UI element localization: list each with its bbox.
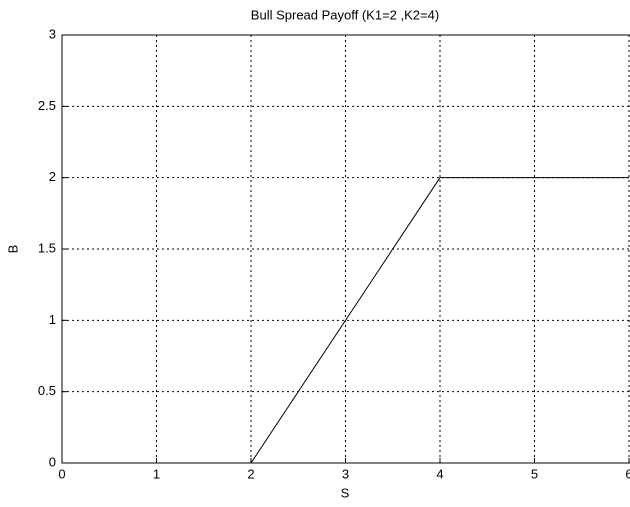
y-tick-label: 0 (49, 454, 56, 469)
chart-title: Bull Spread Payoff (K1=2 ,K2=4) (251, 7, 439, 22)
y-tick-label: 3 (49, 26, 56, 41)
x-tick-label: 1 (153, 466, 160, 481)
y-tick-label: 1.5 (38, 240, 56, 255)
x-tick-label: 4 (436, 466, 443, 481)
x-tick-label: 5 (531, 466, 538, 481)
x-tick-label: 6 (625, 466, 630, 481)
y-tick-label: 1 (49, 312, 56, 327)
y-tick-label: 2.5 (38, 98, 56, 113)
x-tick-label: 0 (58, 466, 65, 481)
x-axis-label: S (341, 485, 350, 500)
x-tick-label: 3 (342, 466, 349, 481)
y-tick-label: 0.5 (38, 383, 56, 398)
y-tick-label: 2 (49, 169, 56, 184)
data-line (62, 177, 629, 464)
x-tick-label: 2 (247, 466, 254, 481)
y-axis-label: B (5, 245, 20, 254)
